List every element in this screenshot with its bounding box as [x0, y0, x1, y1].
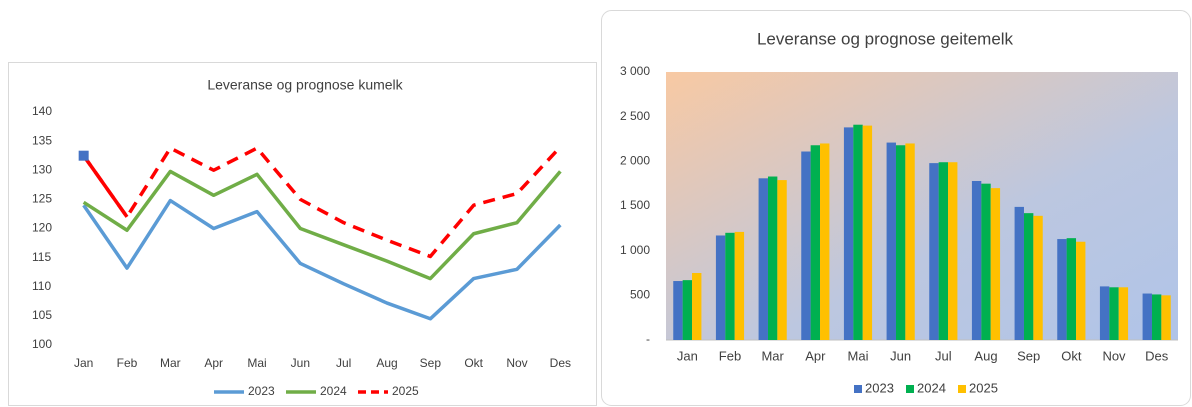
- x-tick-label: Okt: [1061, 348, 1082, 363]
- series-line: [82, 145, 562, 259]
- bar: [1076, 241, 1086, 340]
- bar: [1033, 215, 1043, 340]
- x-tick-label: Aug: [376, 356, 397, 370]
- bar: [1118, 287, 1129, 340]
- y-tick-label: 2 000: [620, 154, 650, 168]
- bar: [990, 188, 1001, 340]
- bar: [1099, 286, 1110, 340]
- bar: [734, 231, 745, 340]
- x-tick-label: Aug: [974, 348, 997, 363]
- bar: [810, 145, 821, 340]
- x-tick-label: Feb: [719, 348, 741, 363]
- y-tick-label: 105: [32, 308, 52, 322]
- bar: [1109, 287, 1119, 340]
- series-line: [82, 198, 562, 321]
- x-tick-label: Feb: [117, 356, 138, 370]
- y-tick-label: 110: [32, 279, 51, 293]
- legend-label: 2025: [969, 380, 998, 395]
- x-tick-label: Jun: [890, 348, 911, 363]
- bar: [1151, 294, 1162, 340]
- y-tick-label: -: [646, 332, 650, 346]
- legend-label: 2024: [320, 384, 347, 398]
- bar: [948, 162, 958, 340]
- bar: [971, 180, 982, 340]
- y-tick-label: 1 000: [620, 243, 650, 257]
- legend-label: 2024: [917, 380, 946, 395]
- x-tick-label: Mai: [848, 348, 869, 363]
- x-tick-label: Des: [1145, 348, 1169, 363]
- y-tick-label: 140: [32, 104, 52, 118]
- bar: [1014, 206, 1024, 340]
- bar: [853, 124, 863, 340]
- x-tick-label: Apr: [805, 348, 826, 363]
- bar: [1161, 295, 1171, 340]
- bar: [820, 143, 830, 340]
- x-tick-label: Jan: [74, 356, 93, 370]
- plot-area: [666, 72, 1178, 340]
- bar: [981, 183, 991, 340]
- legend-label: 2023: [865, 380, 894, 395]
- x-tick-label: Okt: [464, 356, 483, 370]
- y-tick-label: 135: [32, 133, 52, 147]
- y-tick-label: 120: [32, 221, 52, 235]
- y-tick-label: 500: [630, 288, 650, 302]
- x-tick-label: Jul: [336, 356, 351, 370]
- x-tick-label: Mai: [247, 356, 266, 370]
- chart-frame: [8, 62, 597, 406]
- y-tick-label: 115: [32, 250, 51, 264]
- bar: [673, 281, 683, 340]
- bar: [929, 163, 939, 340]
- bar: [682, 280, 693, 340]
- x-tick-label: Sep: [1017, 348, 1040, 363]
- x-tick-label: Mar: [761, 348, 784, 363]
- x-tick-label: Nov: [1102, 348, 1126, 363]
- bar: [767, 176, 778, 340]
- legend-label: 2023: [248, 384, 275, 398]
- legend-swatch: [906, 385, 914, 393]
- chart-title: Leveranse og prognose kumelk: [207, 77, 403, 93]
- x-tick-label: Mar: [160, 356, 181, 370]
- bar: [843, 127, 854, 341]
- bar: [1142, 293, 1152, 340]
- x-tick-label: Jan: [677, 348, 698, 363]
- series-line-solid: [82, 154, 129, 218]
- bar: [886, 142, 896, 340]
- y-tick-label: 100: [32, 337, 52, 351]
- bar: [777, 180, 787, 340]
- y-tick-label: 2 500: [620, 109, 650, 123]
- y-tick-label: 125: [32, 192, 52, 206]
- bar: [938, 162, 949, 340]
- y-tick-label: 130: [32, 162, 52, 176]
- point-marker: [78, 150, 89, 161]
- bar: [715, 235, 726, 340]
- bar: [801, 151, 811, 340]
- bar: [1066, 238, 1077, 340]
- bar: [758, 178, 768, 340]
- x-tick-label: Nov: [506, 356, 527, 370]
- bar: [1023, 213, 1034, 340]
- series-line: [82, 169, 562, 281]
- legend-label: 2025: [392, 384, 419, 398]
- bar: [725, 232, 735, 340]
- bar: [895, 145, 906, 340]
- y-tick-label: 3 000: [620, 64, 650, 78]
- x-tick-label: Jul: [935, 348, 952, 363]
- legend-swatch: [958, 385, 966, 393]
- y-tick-label: 1 500: [620, 198, 650, 212]
- x-tick-label: Jun: [291, 356, 310, 370]
- x-tick-label: Apr: [204, 356, 223, 370]
- chart-title: Leveranse og prognose geitemelk: [757, 29, 1014, 48]
- bar: [1057, 239, 1067, 340]
- bar: [862, 125, 873, 340]
- bar: [905, 143, 915, 340]
- x-tick-label: Des: [550, 356, 571, 370]
- bar: [692, 273, 702, 340]
- legend-swatch: [854, 385, 862, 393]
- x-tick-label: Sep: [420, 356, 442, 370]
